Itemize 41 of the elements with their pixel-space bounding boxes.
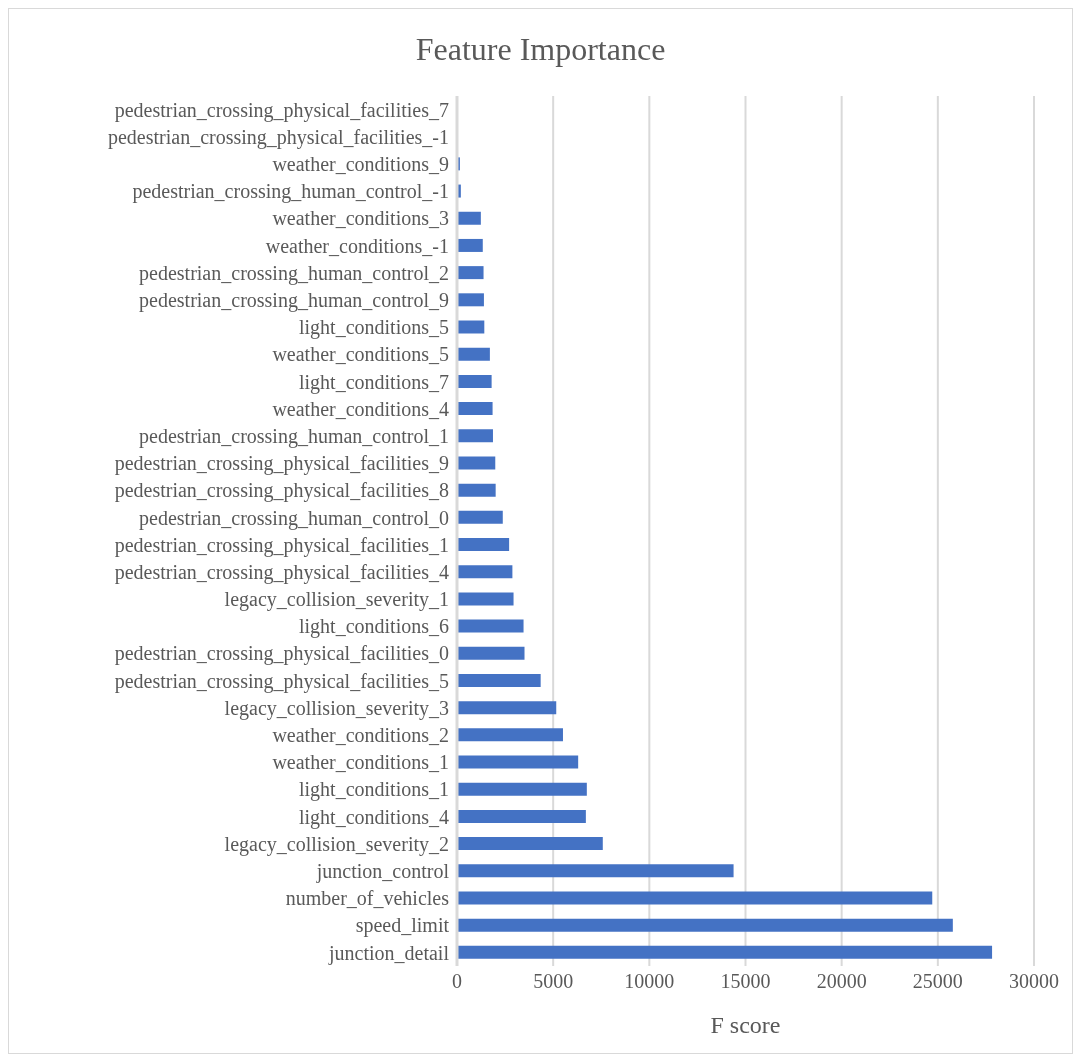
- y-tick-label: light_conditions_1: [299, 778, 449, 802]
- y-tick-label: speed_limit: [355, 914, 450, 938]
- y-tick-label: pedestrian_crossing_human_control_-1: [132, 180, 449, 204]
- y-tick-label: weather_conditions_-1: [265, 234, 449, 257]
- y-tick-label: pedestrian_crossing_physical_facilities_-1: [107, 125, 449, 149]
- y-tick-label: pedestrian_crossing_physical_facilities_9: [114, 452, 449, 476]
- y-tick-label: weather_conditions_2: [272, 724, 449, 747]
- y-tick-label: weather_conditions_3: [272, 207, 449, 230]
- y-tick-label: weather_conditions_5: [272, 343, 449, 366]
- y-tick-label: weather_conditions_4: [272, 397, 449, 420]
- x-axis-title: F score: [710, 1012, 781, 1038]
- chart-title: Feature Importance: [414, 30, 667, 69]
- y-tick-label: pedestrian_crossing_physical_facilities_5: [114, 669, 449, 693]
- x-tick-label: 30000: [1009, 970, 1059, 993]
- y-tick-label: weather_conditions_9: [272, 153, 449, 176]
- y-tick-label: pedestrian_crossing_physical_facilities_7: [114, 98, 449, 122]
- y-tick-label: pedestrian_crossing_physical_facilities_1: [114, 533, 449, 557]
- x-tick-label: 25000: [912, 970, 963, 993]
- x-tick-label: 0: [452, 970, 462, 993]
- y-tick-label: number_of_vehicles: [285, 887, 450, 910]
- y-tick-label: light_conditions_5: [299, 316, 449, 340]
- y-tick-label: pedestrian_crossing_human_control_2: [139, 261, 449, 285]
- x-tick-label: 10000: [624, 970, 675, 993]
- y-tick-label: light_conditions_6: [299, 615, 449, 639]
- y-tick-label: legacy_collision_severity_3: [224, 696, 449, 720]
- y-tick-label: light_conditions_7: [299, 370, 449, 394]
- y-tick-label: pedestrian_crossing_human_control_1: [139, 424, 449, 448]
- y-tick-label: pedestrian_crossing_physical_facilities_4: [114, 560, 449, 584]
- y-tick-label: pedestrian_crossing_physical_facilities_8: [114, 479, 449, 503]
- y-tick-label: pedestrian_crossing_human_control_9: [139, 289, 449, 313]
- y-tick-label: pedestrian_crossing_physical_facilities_0: [114, 642, 449, 666]
- y-tick-label: weather_conditions_1: [272, 751, 449, 774]
- x-tick-label: 5000: [533, 970, 574, 993]
- x-tick-label: 15000: [720, 970, 771, 993]
- y-tick-label: junction_control: [315, 859, 450, 883]
- y-tick-label: pedestrian_crossing_human_control_0: [139, 506, 449, 530]
- x-tick-label: 20000: [816, 970, 867, 993]
- y-tick-label: junction_detail: [328, 941, 450, 965]
- y-tick-label: light_conditions_4: [299, 805, 449, 829]
- y-tick-label: legacy_collision_severity_1: [224, 588, 449, 612]
- y-tick-label: legacy_collision_severity_2: [224, 832, 449, 856]
